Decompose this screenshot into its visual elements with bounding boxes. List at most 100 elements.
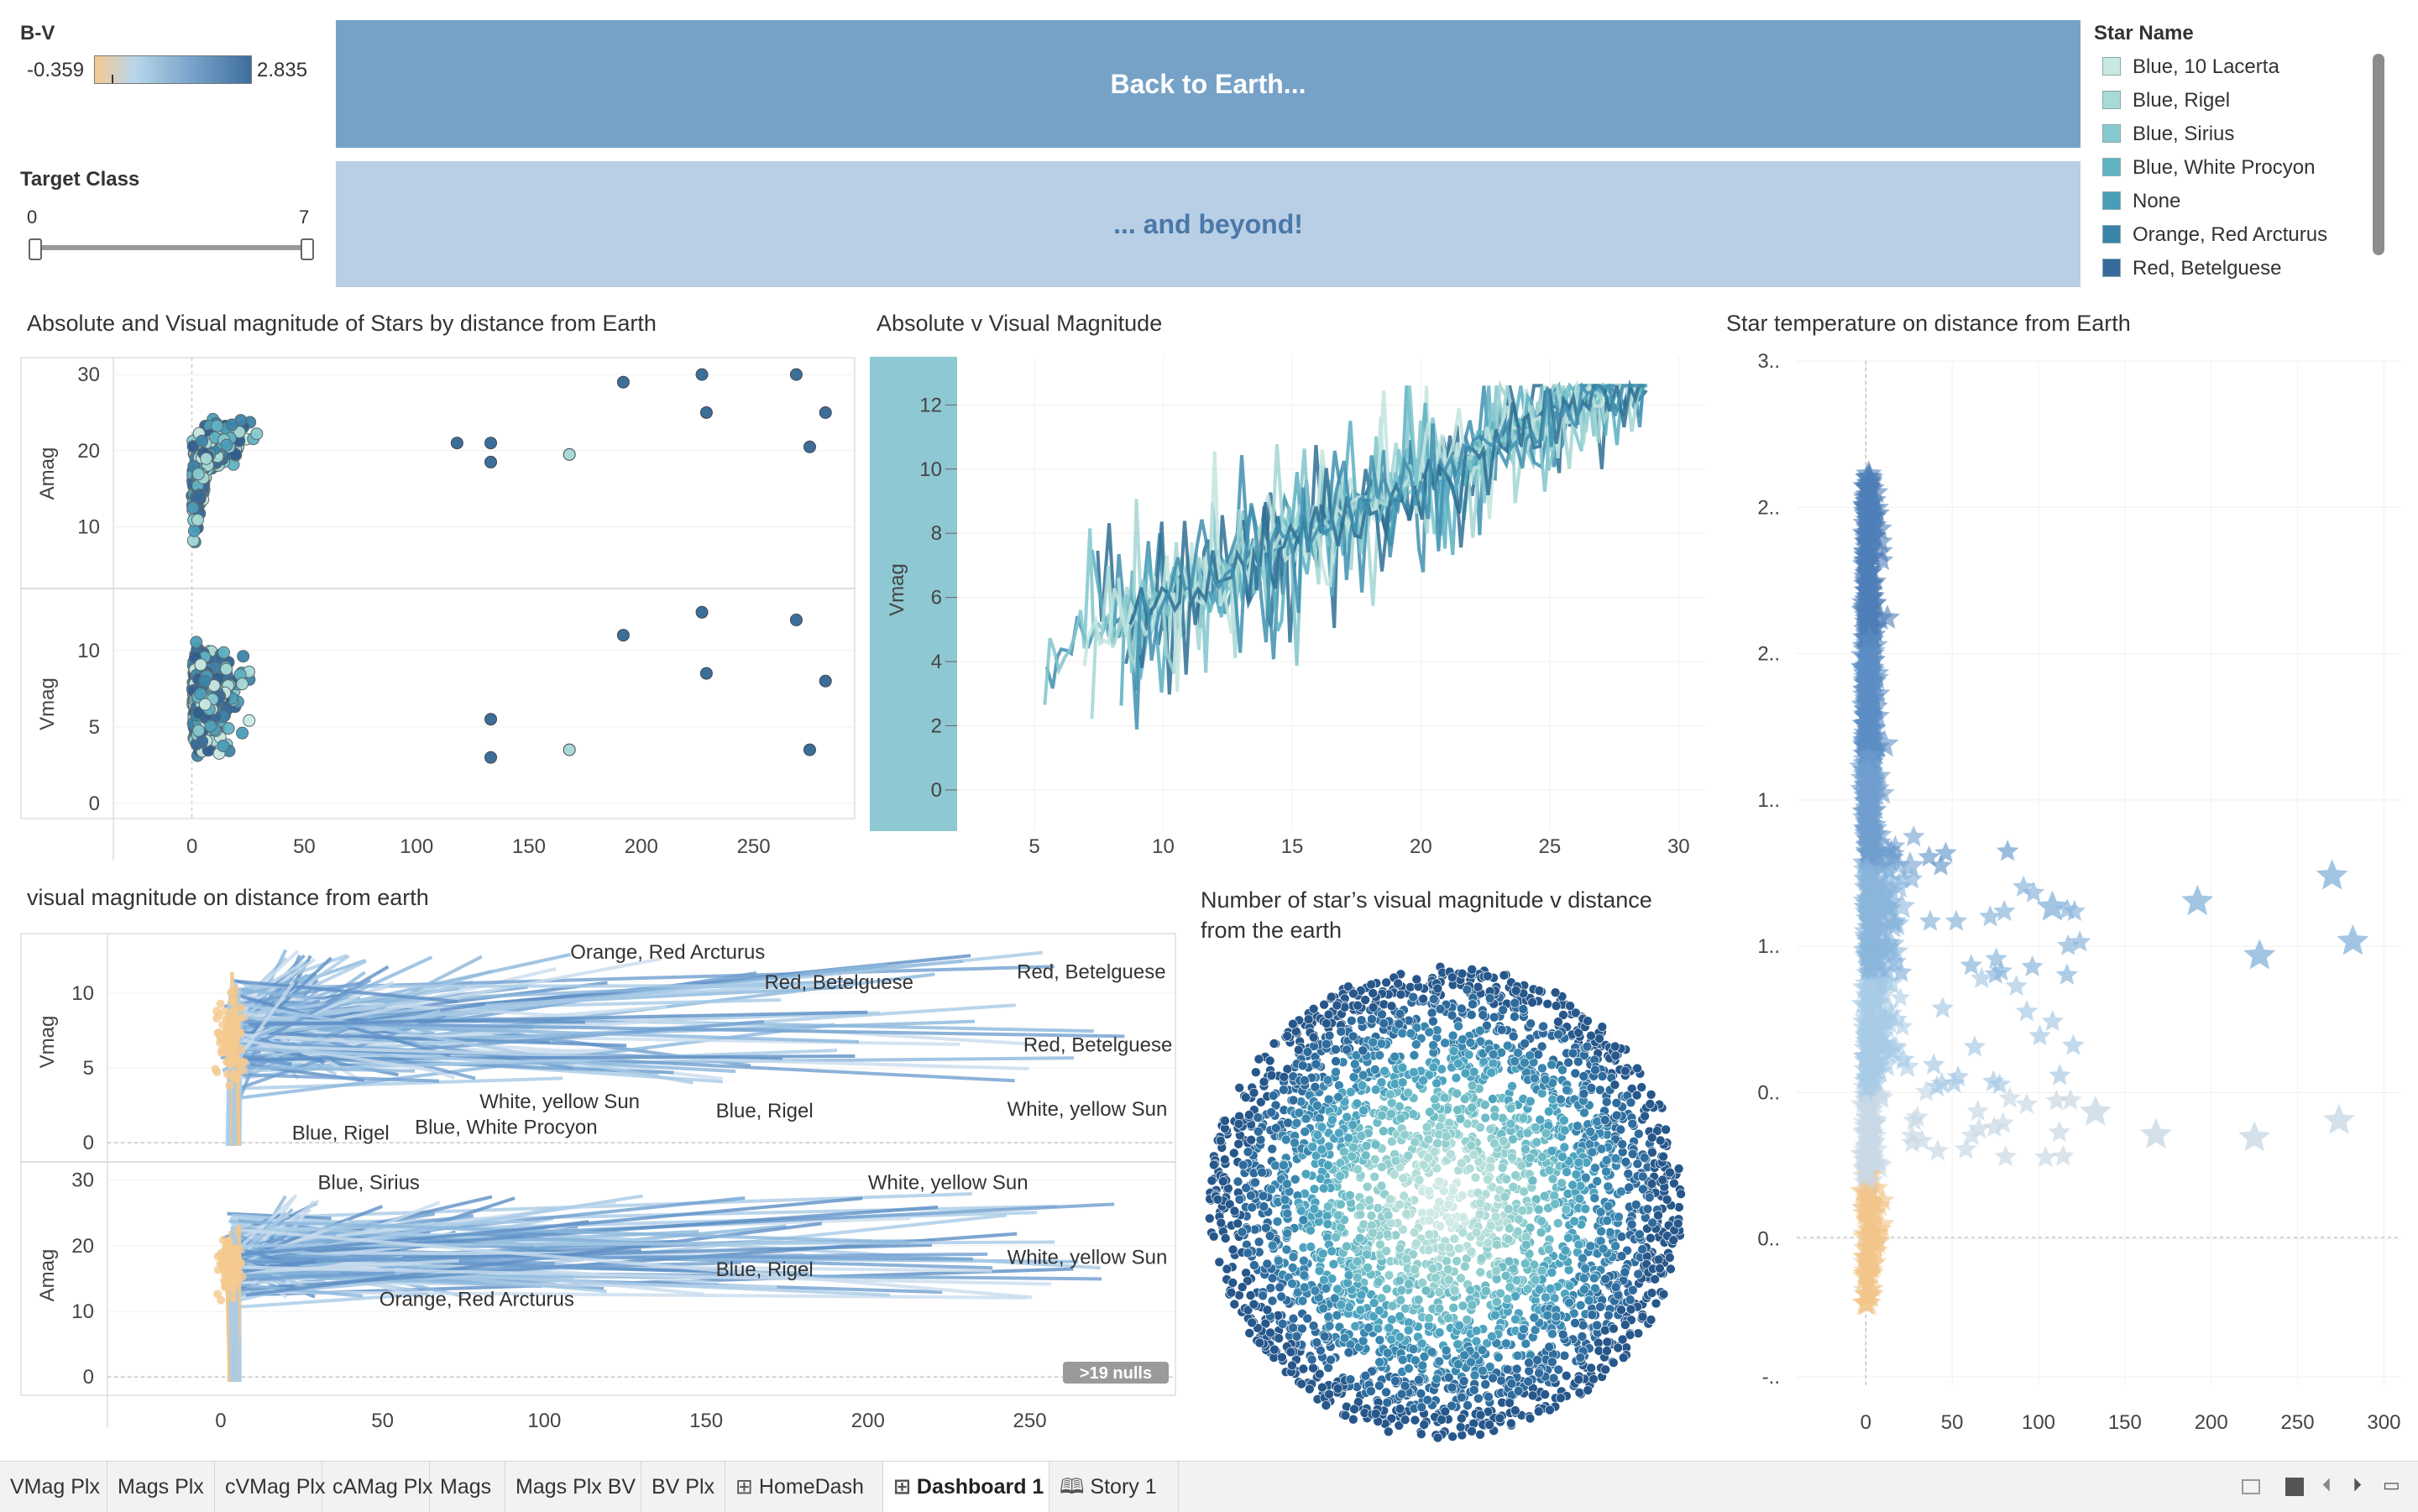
legend-item-label[interactable]: None	[2133, 190, 2180, 213]
chart1-point	[192, 491, 204, 503]
chart3-star-mark	[2316, 859, 2348, 889]
chart5-dot	[1458, 1431, 1467, 1440]
chart3-star-mark	[2049, 1064, 2071, 1085]
legend-swatch[interactable]	[2102, 124, 2121, 143]
legend-swatch[interactable]	[2102, 158, 2121, 176]
chart3-star-mark	[2041, 1010, 2064, 1031]
chart1-point	[192, 468, 204, 480]
target-class-slider-track[interactable]	[34, 245, 311, 250]
chart5-dot	[1377, 1163, 1386, 1172]
back-to-earth-button[interactable]: Back to Earth...	[336, 20, 2080, 148]
legend-swatch[interactable]	[2102, 225, 2121, 243]
chart4-point	[239, 1013, 248, 1022]
chart1-y-tick: 10	[77, 640, 100, 662]
chart5-dot	[1581, 1204, 1590, 1213]
chart5-dot	[1448, 1432, 1458, 1441]
chart4-annotation: Blue, Rigel	[292, 1122, 390, 1145]
chart5-dot	[1457, 1004, 1466, 1013]
chart1-point	[243, 714, 255, 726]
chart4-y-tick: 0	[83, 1132, 94, 1154]
chart1-x-tick: 0	[186, 835, 197, 858]
chart5-dot	[1498, 1164, 1507, 1173]
chart5-dot	[1450, 1234, 1459, 1243]
chart4-point	[231, 1070, 239, 1078]
chart5-dot	[1289, 1253, 1298, 1262]
chart1-point	[196, 735, 208, 747]
legend-swatch[interactable]	[2102, 191, 2121, 210]
chart3-x-tick: 0	[1861, 1411, 1871, 1434]
chart5-dot	[1390, 1052, 1400, 1061]
chart1-y-tick: 10	[77, 515, 100, 538]
chart5-dot	[1299, 1216, 1308, 1225]
chart1-point	[192, 514, 204, 526]
chart1-outlier-point	[819, 675, 831, 687]
chart5-dot	[1614, 1343, 1623, 1352]
target-class-min-handle[interactable]	[29, 238, 42, 260]
chart5-dot	[1410, 1051, 1419, 1060]
chart5-dot	[1463, 1315, 1472, 1324]
chart5-dot	[1215, 1258, 1224, 1267]
chart5-dot	[1235, 1290, 1244, 1300]
chart1-point	[193, 725, 205, 736]
chart5-dot	[1563, 1233, 1573, 1243]
chart5-dot	[1587, 1363, 1596, 1373]
chart5-dot	[1442, 1257, 1452, 1266]
chart5-dot	[1306, 1243, 1316, 1252]
target-class-max-handle[interactable]	[301, 238, 314, 260]
chart1-outlier-point	[803, 744, 815, 756]
chart5-dot	[1611, 1154, 1620, 1163]
chart5-dot	[1441, 1039, 1450, 1048]
chart3-star-mark	[1945, 910, 1968, 931]
chart1-point	[212, 420, 223, 432]
chart5-dot	[1436, 1222, 1445, 1231]
target-class-max: 7	[299, 207, 309, 228]
chart5-dot	[1278, 1319, 1287, 1328]
chart5-dot	[1505, 1283, 1515, 1292]
chart5-dot	[1273, 1217, 1282, 1227]
chart5-dot	[1465, 1164, 1474, 1173]
chart1-outlier-point	[485, 456, 497, 468]
chart3-star-mark	[2337, 924, 2368, 955]
legend-item-label[interactable]: Orange, Red Arcturus	[2133, 223, 2327, 247]
chart5-dot	[1480, 1101, 1489, 1110]
chart2-y-label: Vmag	[886, 563, 908, 616]
legend-swatch[interactable]	[2102, 91, 2121, 109]
chart5-dot	[1501, 1271, 1510, 1280]
chart4-point	[221, 1246, 229, 1254]
legend-swatch[interactable]	[2102, 57, 2121, 76]
chart4-annotation: Red, Betelguese	[1023, 1034, 1172, 1057]
and-beyond-button[interactable]: ... and beyond!	[336, 161, 2080, 287]
chart5-dot	[1541, 1293, 1550, 1302]
star-legend-title: Star Name	[2094, 22, 2194, 45]
chart5-dot	[1548, 1175, 1557, 1184]
chart4-annotation: Blue, Rigel	[716, 1258, 814, 1281]
chart3-star-mark	[2323, 1104, 2355, 1134]
chart5-dot	[1571, 1069, 1580, 1078]
chart1-outlier-point	[617, 630, 629, 641]
chart4-point	[225, 1237, 233, 1245]
bv-color-range-slider[interactable]	[94, 55, 252, 84]
legend-item-label[interactable]: Red, Betelguese	[2133, 257, 2281, 280]
chart1-outlier-point	[451, 437, 463, 449]
chart5-dot	[1322, 1401, 1331, 1410]
chart4-point	[221, 1007, 229, 1015]
chart5-dot	[1471, 1173, 1480, 1182]
chart2-y-tick: 10	[919, 458, 942, 481]
chart5-dot	[1578, 1332, 1587, 1341]
legend-item-label[interactable]: Blue, Rigel	[2133, 89, 2230, 112]
chart5-dot	[1463, 1401, 1473, 1410]
chart4-point	[217, 1036, 226, 1044]
legend-item-label[interactable]: Blue, 10 Lacerta	[2133, 55, 2279, 79]
chart3-star-mark	[2238, 1121, 2270, 1151]
legend-scrollbar[interactable]	[2373, 54, 2384, 255]
legend-swatch[interactable]	[2102, 259, 2121, 277]
legend-item-label[interactable]: Blue, Sirius	[2133, 123, 2234, 146]
chart5-dot	[1511, 986, 1520, 996]
chart1-outlier-point	[819, 406, 831, 418]
chart5-dot	[1559, 1116, 1568, 1125]
chart5-dot	[1593, 1177, 1602, 1186]
chart3-y-tick: -..	[1762, 1366, 1780, 1389]
chart5-dot	[1229, 1148, 1238, 1158]
chart1-outlier-point	[485, 751, 497, 763]
legend-item-label[interactable]: Blue, White Procyon	[2133, 156, 2315, 180]
